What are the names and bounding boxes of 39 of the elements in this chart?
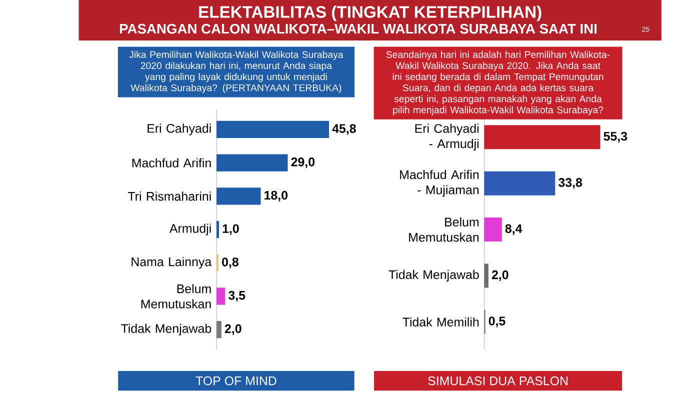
text: TOP OF MIND [196, 376, 276, 386]
data-label: 2,0 [492, 270, 508, 282]
bar [216, 321, 222, 338]
bar [484, 264, 488, 288]
data-label: 0,8 [222, 258, 238, 268]
bar [216, 188, 261, 205]
data-label: 0,5 [488, 316, 506, 328]
data-label: 8,4 [505, 224, 522, 235]
y-tick-label: Belum Memutuskan [409, 217, 479, 242]
data-label: 1,0 [222, 224, 239, 235]
y-tick-label: Tidak Menjawab [388, 270, 479, 282]
data-label: 45,8 [332, 124, 356, 135]
data-label: 3,5 [228, 290, 246, 302]
text: SIMULASI DUA PASLON [428, 376, 568, 386]
y-tick-label: Tidak Memilih [402, 317, 479, 327]
chart-title: Seandainya hari ini adalah hari Pemilihan Walikota-Wakil Walikota Surabaya 2020. Jika Anda saat ini sedang berada di dalam Tempat Pemungutan Suara, dan di depan Anda ada kertas suara seperti ini, pasangan manakah yang akan Anda pilih menjadi Walikota-Wakil Walikota Surabaya? [386, 50, 610, 116]
data-label: 55,3 [604, 132, 628, 143]
y-tick-label: Nama Lainnya [132, 257, 212, 269]
y-tick-label: Eri Cahyadi - Armudji [415, 124, 479, 151]
y-tick-label: Machfud Arifin - Mujiaman [400, 170, 479, 197]
y-tick-label: Eri Cahyadi [148, 124, 211, 136]
bar [484, 171, 556, 196]
bar [216, 120, 330, 138]
chart-title: Jika Pemilihan Walikota-Wakil Walikota Surabaya 2020 dilakukan hari ini, menurut Anda siapa yang paling layak didukung untuk menjadi Walikota Surabaya? (PERTANYAAN TERBUKA) [129, 50, 344, 94]
text: PASANGAN CALON WALIKOTA–WAKIL WALIKOTA SURABAYA SAAT INI [120, 24, 597, 34]
data-label: 18,0 [264, 190, 288, 202]
data-label: 29,0 [291, 158, 315, 168]
data-label: 33,8 [558, 178, 582, 189]
text: ELEKTABILITAS (TINGKAT KETERPILIHAN) [199, 6, 542, 22]
data-label: 2,0 [224, 324, 242, 335]
bar [484, 218, 502, 242]
bar [484, 125, 600, 150]
bar [216, 288, 226, 305]
y-tick-label: Machfud Arifin [132, 158, 211, 168]
y-tick-label: Belum Memutuskan [141, 284, 211, 308]
y-tick-label: Armudji [169, 224, 211, 236]
y-tick-label: Tri Rismaharini [128, 192, 211, 201]
bar [216, 154, 288, 172]
y-tick-label: Tidak Menjawab [121, 324, 212, 336]
